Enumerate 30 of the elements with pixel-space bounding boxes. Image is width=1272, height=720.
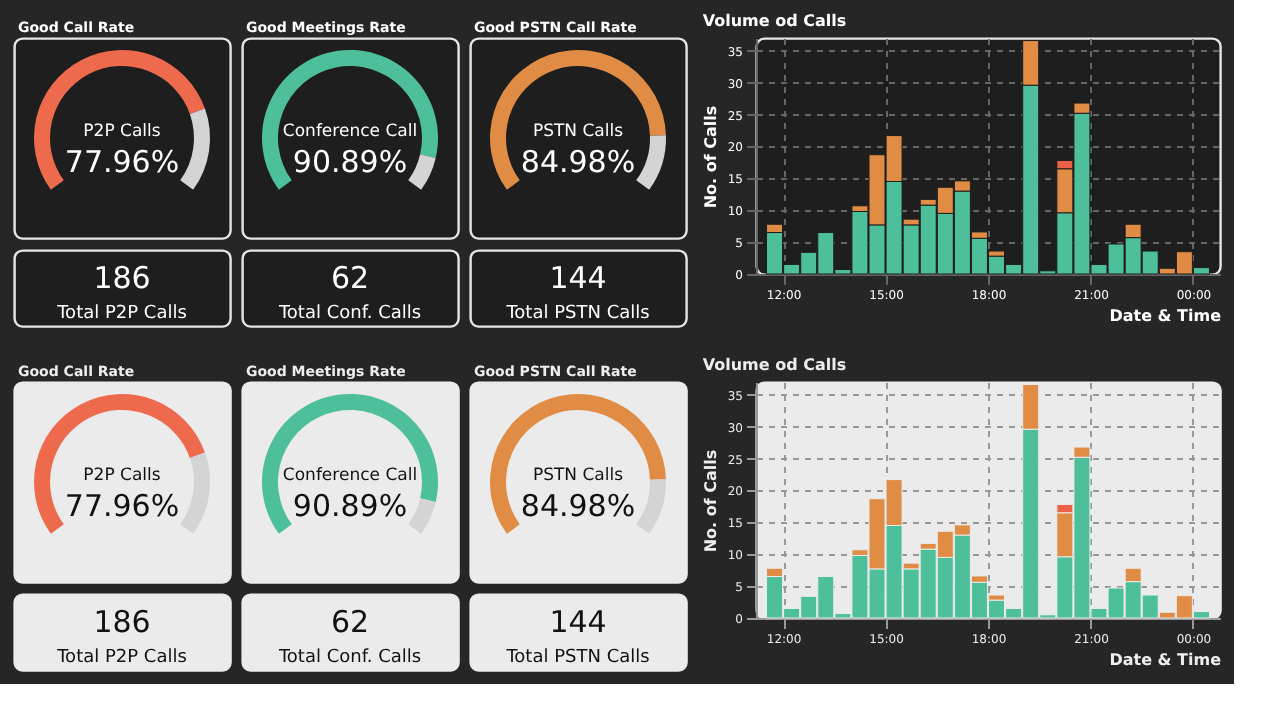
category-label: Total PSTN Calls	[504, 648, 651, 668]
chart-title: Volume od Calls	[702, 12, 847, 30]
category-label: Total PSTN Calls	[504, 304, 651, 324]
slice-label: P2P Calls	[83, 466, 162, 486]
data-label: 84.98%	[520, 488, 636, 524]
data-label: 90.89%	[292, 144, 408, 180]
category-label: Total P2P Calls	[55, 648, 188, 668]
category-label: Total P2P Calls	[55, 304, 188, 324]
data-label: 84.98%	[520, 144, 636, 180]
x-axis-title: Date & Time	[1109, 307, 1223, 325]
data-label: 90.89%	[292, 488, 408, 524]
data-label: 186	[93, 604, 151, 640]
slice-label: P2P Calls	[83, 122, 162, 142]
data-label: 77.96%	[64, 488, 180, 524]
category-label: Total Conf. Calls	[276, 304, 422, 324]
data-label: 62	[330, 604, 370, 640]
slice-label: PSTN Calls	[532, 122, 625, 142]
y-axis-title: No. of Calls	[701, 449, 720, 553]
data-label: 186	[93, 260, 151, 296]
y-axis-title: No. of Calls	[701, 105, 720, 209]
chart-title: Volume od Calls	[702, 356, 847, 374]
slice-label: PSTN Calls	[532, 466, 625, 486]
data-label: 144	[549, 260, 607, 296]
data-label: 62	[330, 260, 370, 296]
data-label: 77.96%	[64, 144, 180, 180]
data-label: 144	[549, 604, 607, 640]
x-axis-title: Date & Time	[1109, 651, 1223, 669]
slice-label: Conference Call	[282, 466, 418, 486]
slice-label: Conference Call	[282, 122, 418, 142]
category-label: Total Conf. Calls	[276, 648, 422, 668]
